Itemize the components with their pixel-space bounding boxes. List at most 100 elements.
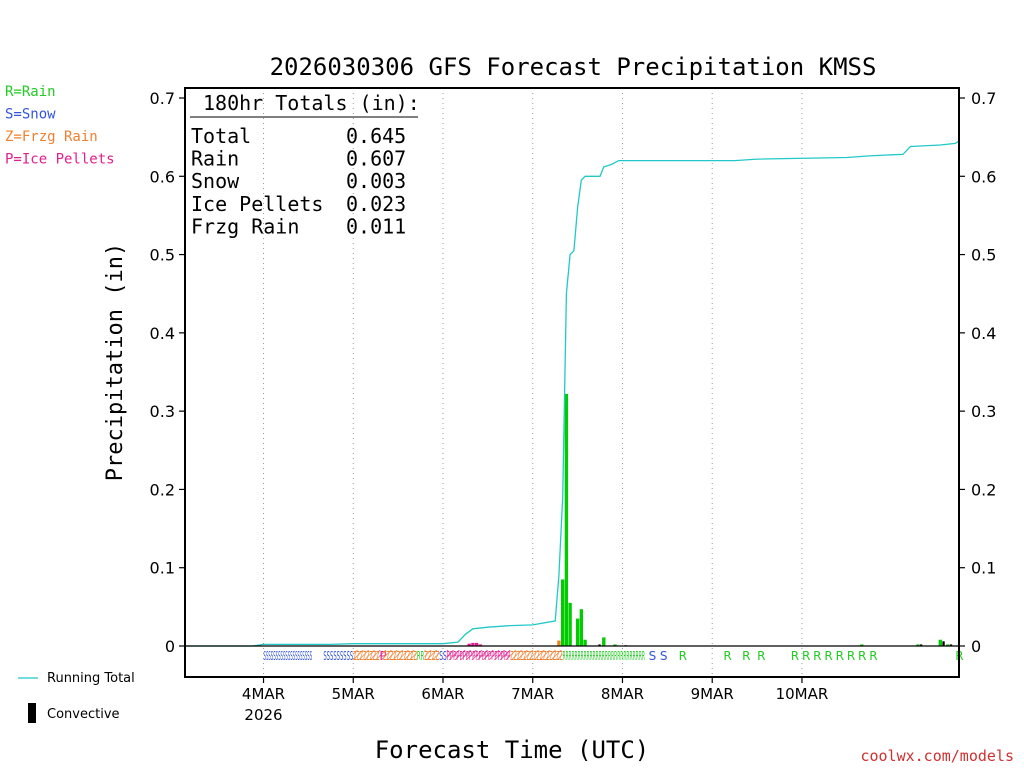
- ptype-letters: ZZZZ: [424, 649, 439, 663]
- precip-bar: [478, 644, 483, 646]
- x-tick-label: 8MAR: [601, 685, 644, 703]
- precip-bar: [467, 643, 471, 646]
- x-tick-label: 4MAR: [242, 685, 285, 703]
- y-axis-ticks: 0 0 0.1 0.1 0.2 0.2 0.3 0.3 0.4 0.4 0.5 0.5 0.6 0.6 0.…: [150, 89, 997, 656]
- convective-bar: [919, 644, 923, 646]
- y-tick-label-right: 0.6: [971, 167, 996, 186]
- totals-row-label: Total: [191, 124, 251, 148]
- precip-bar: [557, 640, 561, 646]
- convective-bar: [598, 644, 601, 646]
- ptype-letters: R: [813, 649, 821, 663]
- totals-row-value: 0.011: [346, 214, 406, 238]
- totals-row-label: Frzg Rain: [191, 214, 299, 238]
- ptype-letters: R: [847, 649, 855, 663]
- y-tick-label-right: 0.7: [971, 89, 996, 108]
- type-legend-item: S=Snow: [5, 107, 56, 123]
- ptype-hatch: [446, 650, 511, 660]
- y-tick-label-right: 0: [971, 637, 981, 656]
- ptype-letters: R: [742, 649, 750, 663]
- precip-bar: [579, 609, 584, 646]
- ptype-letters: R: [757, 649, 765, 663]
- precip-bar: [474, 642, 479, 646]
- ptype-letters: R: [824, 649, 832, 663]
- ptype-letters: R: [869, 649, 877, 663]
- y-tick-label-left: 0.7: [150, 89, 175, 108]
- ptype-letters: SSSSSSSSS: [323, 649, 353, 663]
- y-axis-label: Precipitation (in): [103, 243, 128, 481]
- type-legend-item: P=Ice Pellets: [5, 152, 115, 168]
- totals-row-value: 0.023: [346, 192, 406, 216]
- totals-row-value: 0.607: [346, 147, 406, 171]
- y-tick-label-left: 0.4: [150, 324, 175, 343]
- ptype-strip: SSSSSSSSSSSSSSSSSSSS SSSSSSSSS ZZZZZZZZ PZZ…: [264, 649, 964, 663]
- precip-bar: [560, 579, 565, 646]
- series-legend: Running Total Convective: [18, 671, 135, 723]
- ptype-letters: R: [723, 649, 731, 663]
- ptype-hatch: [383, 650, 417, 660]
- x-tick-label: 9MAR: [691, 685, 734, 703]
- ptype-letters: R: [858, 649, 866, 663]
- ptype-letters: S: [649, 649, 657, 663]
- ptype-letters: R: [679, 649, 687, 663]
- ptype-hatch: [510, 650, 563, 660]
- y-tick-label-left: 0.5: [150, 246, 175, 265]
- y-tick-label-right: 0.3: [971, 402, 996, 421]
- ptype-hatch: [424, 650, 440, 660]
- totals-row-label: Snow: [191, 169, 240, 193]
- convective-legend-label: Convective: [47, 707, 120, 722]
- precip-bar: [575, 618, 580, 646]
- precip-bar: [568, 602, 572, 646]
- y-tick-label-left: 0.2: [150, 480, 175, 499]
- x-tick-label: 7MAR: [511, 685, 554, 703]
- totals-row-value: 0.003: [346, 169, 406, 193]
- type-legend-item: Z=Frzg Rain: [5, 129, 98, 145]
- ptype-letters: PPPPPPPPPPPPPPPPPPPP: [447, 649, 511, 663]
- x-tick-label: 5MAR: [332, 685, 375, 703]
- plot-frame: [184, 87, 960, 678]
- precip-bar: [583, 639, 587, 646]
- vertical-gridlines: [263, 88, 803, 677]
- ptype-letters: ZZZZZZZZ: [353, 649, 379, 663]
- ptype-letters: RR: [417, 649, 424, 663]
- totals-box: 180hr Totals (in): Total 0.645 Rain 0.607 Sn…: [190, 91, 420, 238]
- y-tick-label-left: 0.6: [150, 167, 175, 186]
- y-tick-label-right: 0.1: [971, 559, 996, 578]
- x-tick-sublabel: 2026: [244, 706, 282, 724]
- totals-row-label: Ice Pellets: [191, 192, 323, 216]
- y-tick-label-left: 0: [165, 637, 175, 656]
- convective-bar: [942, 641, 945, 646]
- ptype-letters: ZZZZZZZZZZ: [383, 649, 417, 663]
- type-legend: R=Rain S=Snow Z=Frzg Rain P=Ice Pellets: [5, 84, 115, 168]
- x-axis-label: Forecast Time (UTC): [375, 736, 650, 764]
- precip-bar: [916, 644, 920, 646]
- y-tick-label-right: 0.5: [971, 246, 996, 265]
- precip-bar: [564, 393, 569, 646]
- ptype-letters: ZZZZZZZZZZZZZZZZ: [510, 649, 562, 663]
- ptype-hatch: [353, 650, 380, 660]
- precip-bar: [946, 644, 950, 646]
- ptype-letters: SS: [439, 649, 446, 663]
- running-total-legend-label: Running Total: [47, 671, 135, 686]
- chart-title: 2026030306 GFS Forecast Precipitation KM…: [270, 53, 877, 81]
- ptype-letters: S: [660, 649, 668, 663]
- precip-bar: [860, 644, 864, 646]
- y-tick-label-left: 0.3: [150, 402, 175, 421]
- ptype-hatch: [379, 650, 384, 660]
- x-tick-label: 6MAR: [421, 685, 464, 703]
- precip-bar: [938, 639, 942, 646]
- totals-header: 180hr Totals (in):: [203, 91, 420, 115]
- totals-row-label: Rain: [191, 147, 239, 171]
- ptype-letters: R: [802, 649, 810, 663]
- y-tick-label-right: 0.2: [971, 480, 996, 499]
- convective-legend-swatch: [28, 703, 36, 723]
- precip-bar: [471, 642, 475, 646]
- precip-bar: [602, 637, 606, 646]
- type-legend-item: R=Rain: [5, 84, 56, 100]
- x-axis-ticks: 4MAR 2026 5MAR 6MAR 7MAR 8MAR 9MAR 10MAR: [242, 677, 828, 724]
- ptype-letters: R: [836, 649, 844, 663]
- ptype-letters: SSSSSSSSSSSSSSSSSSSS: [264, 649, 313, 663]
- precip-bars: [467, 393, 950, 646]
- precip-bar: [613, 644, 617, 646]
- credit-text: coolwx.com/models: [860, 747, 1014, 765]
